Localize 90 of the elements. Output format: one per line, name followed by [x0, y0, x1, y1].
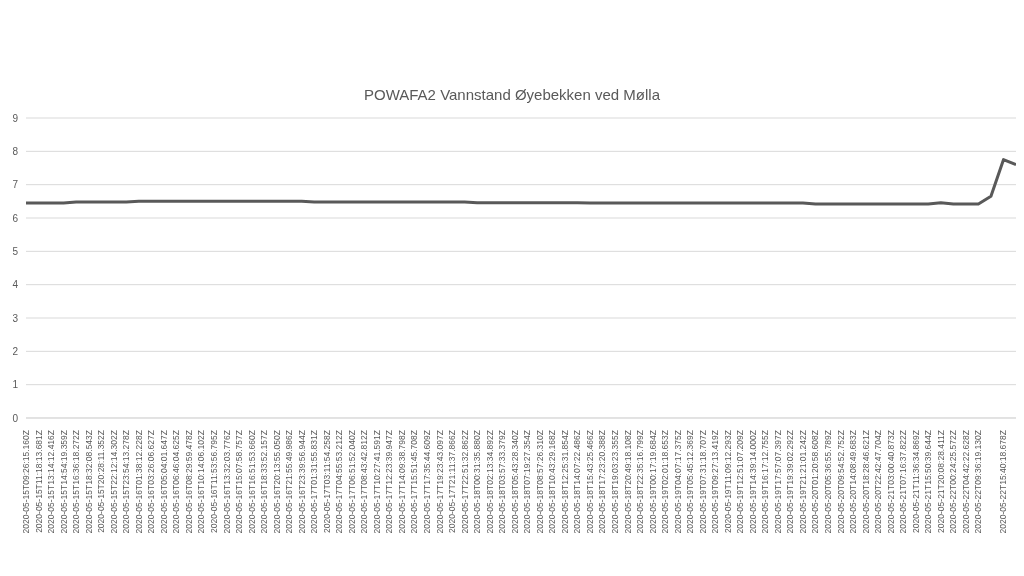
y-tick-label: 9 — [12, 112, 19, 124]
x-tick-label: 2020-05-16T11:53:56.795Z — [208, 430, 219, 533]
x-tick-label: 2020-05-17T12:23:39.947Z — [384, 430, 395, 534]
y-tick-label: 6 — [12, 212, 19, 224]
x-tick-label: 2020-05-20T14:08:49.683Z — [848, 430, 859, 534]
x-tick-label: 2020-05-22T09:36:19.130Z — [973, 430, 984, 534]
x-tick-label: 2020-05-16T23:39:56.944Z — [296, 430, 307, 534]
x-tick-label: 2020-05-17T17:35:44.609Z — [422, 430, 433, 534]
x-tick-label: 2020-05-18T03:57:33.379Z — [497, 430, 508, 534]
x-tick-label: 2020-05-19T09:27:13.419Z — [710, 430, 721, 534]
x-tick-label: 2020-05-18T10:43:29.168Z — [547, 430, 558, 534]
y-tick-label: 4 — [12, 279, 19, 291]
x-tick-label: 2020-05-17T22:51:32.862Z — [459, 430, 470, 534]
x-tick-label: 2020-05-18T12:25:31.854Z — [559, 430, 570, 534]
x-tick-label: 2020-05-17T03:11:54.258Z — [321, 430, 332, 533]
x-tick-label: 2020-05-17T14:09:38.798Z — [396, 430, 407, 534]
x-tick-label: 2020-05-15T11:18:13.681Z — [33, 430, 44, 533]
x-tick-label: 2020-05-21T07:16:37.822Z — [898, 430, 909, 534]
x-tick-label: 2020-05-22T15:40:18.678Z — [998, 430, 1009, 534]
x-tick-label: 2020-05-15T16:36:18.272Z — [71, 430, 82, 534]
x-tick-label: 2020-05-17T04:55:53.212Z — [334, 430, 345, 534]
y-tick-label: 3 — [12, 312, 19, 324]
x-tick-label: 2020-05-16T08:29:59.478Z — [183, 430, 194, 534]
x-tick-label: 2020-05-16T15:07:58.757Z — [234, 430, 245, 534]
y-tick-label: 1 — [12, 379, 19, 391]
x-tick-label: 2020-05-16T10:14:06.102Z — [196, 430, 207, 534]
x-tick-label: 2020-05-19T16:17:12.755Z — [760, 430, 771, 534]
y-tick-label: 5 — [12, 245, 19, 257]
x-tick-label: 2020-05-17T01:31:55.831Z — [309, 430, 320, 534]
x-tick-label: 2020-05-19T04:07:17.375Z — [672, 430, 683, 534]
x-tick-label: 2020-05-19T19:39:02.292Z — [785, 430, 796, 534]
x-tick-label: 2020-05-17T10:27:41.591Z — [371, 430, 382, 534]
x-tick-label: 2020-05-18T20:49:18.108Z — [622, 430, 633, 534]
x-tick-label: 2020-05-19T12:51:07.209Z — [735, 430, 746, 534]
y-tick-label: 0 — [12, 412, 19, 424]
x-tick-label: 2020-05-15T22:12:14.302Z — [108, 430, 119, 534]
x-tick-label: 2020-05-16T03:26:06.627Z — [146, 430, 157, 534]
x-tick-label: 2020-05-16T21:55:49.986Z — [284, 430, 295, 534]
x-tick-label: 2020-05-19T02:01:18.653Z — [660, 430, 671, 534]
x-tick-label: 2020-05-16T16:51:53.660Z — [246, 430, 257, 534]
x-tick-label: 2020-05-15T20:28:11.352Z — [96, 430, 107, 533]
x-tick-label: 2020-05-18T22:35:16.799Z — [635, 430, 646, 534]
x-tick-label: 2020-05-18T00:31:35.880Z — [472, 430, 483, 534]
x-tick-label: 2020-05-15T14:54:19.359Z — [58, 430, 69, 534]
x-tick-label: 2020-05-15T13:14:12.416Z — [46, 430, 57, 534]
x-tick-label: 2020-05-20T09:54:52.752Z — [835, 430, 846, 534]
x-tick-label: 2020-05-18T14:07:22.486Z — [572, 430, 583, 534]
x-tick-label: 2020-05-19T11:09:12.293Z — [722, 430, 733, 533]
x-tick-label: 2020-05-22T04:42:22.628Z — [960, 430, 971, 534]
x-tick-label: 2020-05-18T08:57:26.310Z — [534, 430, 545, 534]
x-tick-label: 2020-05-16T13:32:03.776Z — [221, 430, 232, 534]
x-tick-label: 2020-05-18T07:19:27.354Z — [522, 430, 533, 534]
x-tick-label: 2020-05-19T17:57:07.397Z — [772, 430, 783, 534]
line-series — [24, 158, 1016, 206]
x-tick-label: 2020-05-18T19:03:23.355Z — [609, 430, 620, 534]
x-tick-label: 2020-05-17T08:43:42.812Z — [359, 430, 370, 534]
x-tick-label: 2020-05-17T15:51:45.708Z — [409, 430, 420, 534]
chart-title: POWAFA2 Vannstand Øyebekken ved Mølla — [363, 85, 661, 105]
x-tick-label: 2020-05-19T00:17:19.684Z — [647, 430, 658, 534]
x-tick-label: 2020-05-21T20:08:28.411Z — [935, 430, 946, 533]
y-tick-label: 2 — [12, 345, 19, 357]
x-tick-label: 2020-05-19T07:31:18.707Z — [697, 430, 708, 534]
x-tick-label: 2020-05-20T22:42:47.704Z — [873, 430, 884, 534]
x-tick-label: 2020-05-18T17:23:20.388Z — [597, 430, 608, 534]
y-tick-label: 7 — [12, 179, 19, 191]
x-tick-label: 2020-05-18T02:13:34.892Z — [484, 430, 495, 534]
x-tick-label: 2020-05-20T18:28:46.621Z — [860, 430, 871, 534]
x-tick-label: 2020-05-21T03:00:40.873Z — [885, 430, 896, 534]
x-tick-label: 2020-05-18T05:43:28.340Z — [509, 430, 520, 534]
x-tick-label: 2020-05-19T05:45:12.369Z — [685, 430, 696, 534]
x-tick-label: 2020-05-22T00:24:25.572Z — [948, 430, 959, 534]
x-tick-label: 2020-05-15T18:32:08.543Z — [83, 430, 94, 534]
x-tick-label: 2020-05-16T18:33:52.157Z — [259, 430, 270, 534]
y-tick-label: 8 — [12, 145, 19, 157]
x-tick-label: 2020-05-17T06:51:52.040Z — [346, 430, 357, 534]
x-tick-label: 2020-05-16T06:46:04.625Z — [171, 430, 182, 534]
x-tick-label: 2020-05-21T15:50:39.644Z — [923, 430, 934, 534]
x-tick-label: 2020-05-18T15:43:25.466Z — [584, 430, 595, 534]
x-tick-label: 2020-05-16T20:13:55.050Z — [271, 430, 282, 534]
x-tick-label: 2020-05-19T14:39:14.000Z — [747, 430, 758, 534]
x-tick-label: 2020-05-17T19:23:43.097Z — [434, 430, 445, 534]
x-tick-label: 2020-05-20T01:20:58.608Z — [810, 430, 821, 534]
x-tick-label: 2020-05-17T21:11:37.866Z — [447, 430, 458, 533]
x-tick-label: 2020-05-16T01:38:12.228Z — [133, 430, 144, 534]
x-tick-label: 2020-05-16T05:04:01.647Z — [158, 430, 169, 534]
x-tick-label: 2020-05-15T09:26:15.160Z — [21, 430, 31, 534]
x-tick-label: 2020-05-21T11:36:34.869Z — [910, 430, 921, 533]
x-tick-label: 2020-05-19T21:21:01.242Z — [797, 430, 808, 534]
x-tick-label: 2020-05-15T23:54:13.278Z — [121, 430, 132, 534]
x-tick-label: 2020-05-20T05:36:55.789Z — [823, 430, 834, 534]
